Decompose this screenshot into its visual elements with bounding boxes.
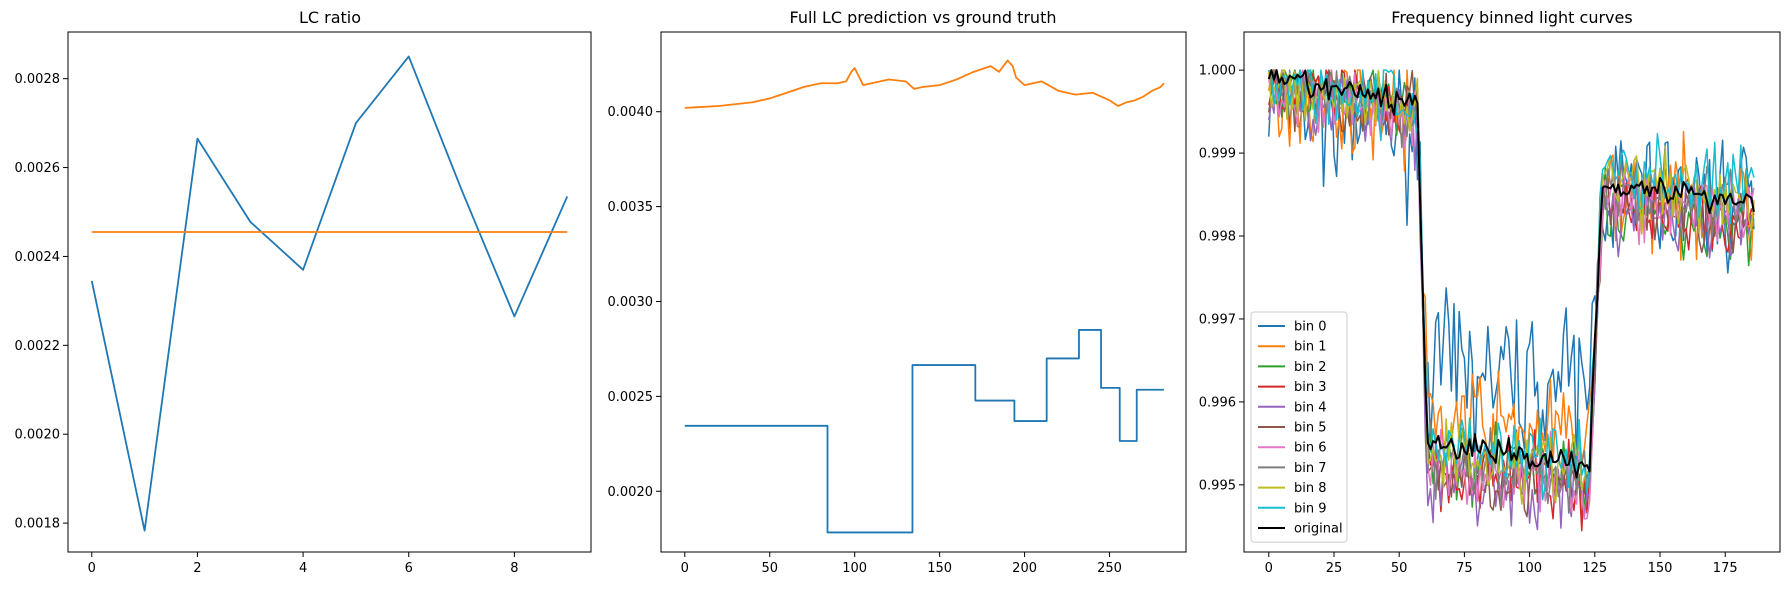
y-tick-label: 0.0026 [15, 161, 61, 176]
light-curve-10 [1267, 69, 1755, 479]
x-tick-label: 4 [299, 561, 307, 576]
y-tick-label: 0.0024 [15, 250, 61, 265]
full-lc-panel: Full LC prediction vs ground truth 0 50 10… [608, 8, 1187, 576]
x-tick-label: 100 [1517, 561, 1542, 576]
x-tick-label: 25 [1326, 561, 1343, 576]
legend-label: bin 7 [1294, 461, 1327, 476]
frequency-binned-axes-frame [1243, 31, 1781, 553]
legend: bin 0 bin 1 bin 2 bin 3 bin 4 bin 5 bin 6 bin 7… [1250, 311, 1348, 543]
x-tick-label: 0 [1265, 561, 1273, 576]
lc-ratio-axes-frame [67, 31, 592, 553]
x-tick-label: 75 [1456, 561, 1473, 576]
y-tick-label: 0.0035 [608, 200, 654, 215]
y-tick-label: 0.999 [1199, 147, 1236, 162]
series-line-0 [684, 329, 1164, 534]
frequency-binned-title: Frequency binned light curves [1391, 8, 1632, 27]
frequency-binned-plot-area: 0 25 50 75 100 125 150 175 0.995 0.996 0.997 0.998 0… [1199, 64, 1755, 576]
y-tick-label: 0.998 [1199, 230, 1236, 245]
x-tick-label: 100 [842, 561, 867, 576]
y-tick-label: 0.0040 [608, 105, 654, 120]
x-tick-label: 0 [681, 561, 689, 576]
x-tick-label: 200 [1012, 561, 1037, 576]
x-tick-label: 0 [88, 561, 96, 576]
series-line-0 [90, 55, 569, 532]
frequency-binned-panel: Frequency binned light curves 0 25 50 75 100… [1199, 8, 1781, 576]
x-tick-label: 50 [1391, 561, 1408, 576]
series-line-1 [684, 59, 1165, 109]
y-tick-label: 0.0020 [608, 485, 654, 500]
full-lc-plot-area: 0 50 100 150 200 250 0.0020 0.0025 0.0030 0.0035 0… [608, 59, 1165, 576]
legend-label: bin 2 [1294, 360, 1327, 375]
light-curve-9 [1268, 69, 1755, 501]
x-tick-label: 50 [761, 561, 778, 576]
x-tick-label: 125 [1582, 561, 1607, 576]
legend-label: bin 8 [1294, 481, 1327, 496]
legend-label: bin 6 [1294, 441, 1327, 456]
full-lc-axes-frame [660, 31, 1187, 553]
y-tick-label: 0.997 [1199, 312, 1236, 327]
y-tick-label: 0.995 [1199, 478, 1236, 493]
legend-label: bin 3 [1294, 380, 1327, 395]
x-tick-label: 8 [510, 561, 518, 576]
lc-ratio-plot-area: 0 2 4 6 8 0.0018 0.0020 0.0022 0.0024 0.0026 0.002… [15, 55, 569, 576]
legend-frame [1250, 311, 1348, 543]
lc-ratio-panel: LC ratio 0 2 4 6 8 0.0018 0.0020 0.0022 0.0024 0.… [15, 8, 592, 576]
x-tick-label: 150 [1648, 561, 1673, 576]
y-tick-label: 0.0025 [608, 390, 654, 405]
y-tick-label: 1.000 [1199, 64, 1236, 79]
legend-label: bin 4 [1294, 400, 1327, 415]
x-tick-label: 2 [193, 561, 201, 576]
y-tick-label: 0.0030 [608, 295, 654, 310]
legend-label: bin 0 [1294, 320, 1327, 335]
x-tick-label: 6 [405, 561, 413, 576]
y-tick-label: 0.0028 [15, 72, 61, 87]
x-tick-label: 250 [1097, 561, 1122, 576]
legend-label: bin 5 [1294, 421, 1327, 436]
lc-ratio-title: LC ratio [299, 8, 361, 27]
y-tick-label: 0.0022 [15, 339, 61, 354]
y-tick-label: 0.0018 [15, 517, 61, 532]
x-tick-label: 150 [927, 561, 952, 576]
full-lc-title: Full LC prediction vs ground truth [790, 8, 1057, 27]
y-tick-label: 0.996 [1199, 395, 1236, 410]
legend-label: bin 1 [1294, 340, 1327, 355]
legend-label: original [1294, 522, 1343, 537]
y-tick-label: 0.0020 [15, 428, 61, 443]
x-tick-label: 175 [1713, 561, 1738, 576]
legend-label: bin 9 [1294, 501, 1327, 516]
